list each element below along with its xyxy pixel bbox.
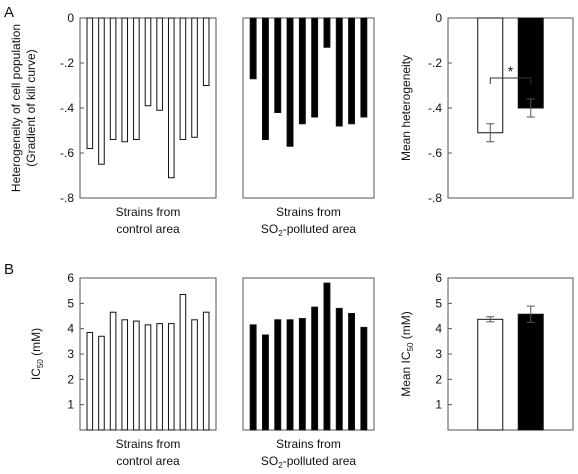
significance-star: * [508, 63, 514, 79]
bar [274, 319, 282, 431]
y-tick-label: 0 [435, 11, 442, 25]
bar [167, 323, 175, 431]
bar [156, 323, 163, 431]
bar [156, 17, 163, 111]
bar [121, 17, 129, 143]
y-tick-label: 4 [435, 322, 442, 336]
plot-frame [242, 17, 375, 199]
bar [98, 17, 105, 165]
bar [323, 282, 331, 431]
bar [202, 17, 210, 86]
y-tick-label: -.8 [428, 191, 442, 205]
y-axis-label: Heterogeneity of cell population [9, 24, 23, 192]
bar [133, 320, 140, 431]
y-tick-label: 6 [435, 271, 442, 285]
y-tick-label: 3 [67, 347, 74, 361]
y-tick-label: 0 [67, 11, 74, 25]
bar [298, 318, 306, 431]
chart-A-control: 0 -.2 -.4 -.6 -.8 Strains from control area Het… [9, 11, 217, 236]
bar [109, 17, 117, 140]
y-tick-label: 2 [67, 372, 74, 386]
charts: 0 -.2 -.4 -.6 -.8 Strains from control area Het… [9, 11, 574, 470]
bar [311, 17, 319, 118]
x-axis-label: Strains from [276, 437, 341, 451]
bar [167, 17, 175, 179]
bar [335, 307, 343, 431]
chart-A-mean: 0 -.2 -.4 -.6 -.8 * Mean heterogeneity [399, 11, 574, 205]
y-tick-label: -.6 [428, 146, 442, 160]
plot-frame [242, 277, 375, 431]
bar [335, 17, 343, 127]
y-tick-label: -.8 [60, 191, 74, 205]
bar [179, 293, 187, 431]
bar [517, 17, 544, 109]
y-tick-label: 5 [67, 296, 74, 310]
bar [360, 326, 368, 431]
x-axis-label-line2: control area [116, 222, 180, 236]
y-axis-label: Mean heterogeneity [399, 55, 413, 161]
bar [86, 17, 94, 149]
x-axis-label-line2: SO2-polluted area [261, 222, 357, 238]
bar [191, 319, 198, 431]
bar [348, 312, 356, 431]
y-tick-label: -.2 [60, 56, 74, 70]
bar [98, 335, 105, 431]
bar [274, 17, 282, 113]
chart-B-mean: 1 2 3 4 5 6 Mean IC50 (mM) [399, 271, 574, 431]
bar [477, 17, 504, 134]
plot-frame [447, 277, 574, 431]
bar [249, 17, 257, 80]
bar [179, 17, 187, 140]
x-axis-label-line2: SO2-polluted area [261, 454, 357, 470]
bar [311, 306, 319, 431]
y-tick-label: 6 [67, 271, 74, 285]
plot-frame [447, 17, 574, 199]
bar [202, 311, 210, 431]
bar [121, 319, 129, 431]
x-axis-label: Strains from [276, 205, 341, 219]
bar [286, 319, 294, 431]
bar [133, 17, 140, 140]
y-axis-label: Mean IC50 (mM) [399, 311, 415, 397]
bar [261, 334, 269, 431]
y-tick-label: 3 [435, 347, 442, 361]
bar [249, 324, 257, 431]
bar [286, 17, 294, 147]
y-axis-label-line2: (Gradient of kill curve) [24, 49, 38, 166]
bar [109, 311, 117, 431]
y-tick-label: -.4 [60, 101, 74, 115]
bar [477, 318, 504, 431]
bar [144, 17, 152, 107]
significance-bracket [489, 77, 532, 84]
panel-label-b: B [4, 261, 14, 278]
y-tick-label: -.2 [428, 56, 442, 70]
panel-label-a: A [4, 4, 14, 21]
bar [348, 17, 356, 125]
y-tick-label: 4 [67, 322, 74, 336]
y-tick-label: 5 [435, 296, 442, 310]
x-axis-label: Strains from [116, 437, 181, 451]
bar [144, 324, 152, 431]
bar [517, 313, 544, 431]
y-tick-label: 2 [435, 372, 442, 386]
x-axis-label-line2: control area [116, 454, 180, 468]
bar [360, 17, 368, 118]
bar [261, 17, 269, 140]
chart-B-polluted: Strains from SO2-polluted area [242, 277, 375, 470]
bar [298, 17, 306, 125]
y-tick-label: -.6 [60, 146, 74, 160]
bar [191, 17, 198, 138]
x-axis-label: Strains from [116, 205, 181, 219]
chart-B-control: 1 2 3 4 5 6 Strains from control area IC50 (mM) [29, 271, 217, 468]
chart-A-polluted: Strains from SO2-polluted area [242, 17, 375, 238]
y-tick-label: 1 [67, 398, 74, 412]
y-tick-label: 1 [435, 398, 442, 412]
bar [86, 331, 94, 431]
bar [323, 17, 331, 48]
y-tick-label: -.4 [428, 101, 442, 115]
y-axis-label: IC50 (mM) [29, 328, 45, 380]
